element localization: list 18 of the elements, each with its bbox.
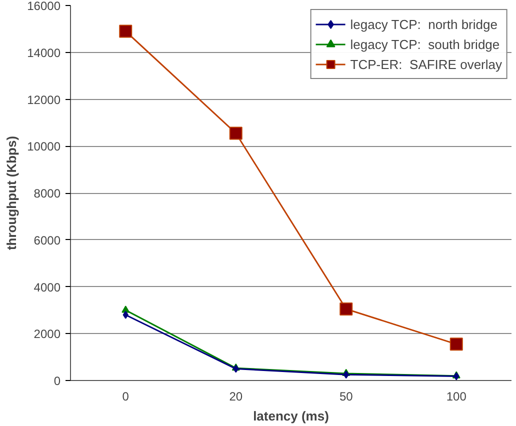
y-tick-label: 16000 [27,0,61,13]
x-tick-label: 50 [339,390,354,404]
y-tick-label: 10000 [27,140,61,154]
y-axis-title: throughput (Kbps) [4,136,20,250]
x-tick-label: 0 [122,390,130,404]
y-tick-label: 2000 [34,327,61,342]
x-tick-label: 20 [229,390,243,404]
y-tick-label: 6000 [34,233,61,248]
x-axis-title: latency (ms) [253,408,329,424]
legend-label: legacy TCP: north bridge [350,16,498,32]
y-tick-label: 8000 [34,186,61,200]
y-tick-label: 4000 [34,280,61,294]
legend-label: TCP-ER: SAFIRE overlay [350,56,502,72]
legend-label: legacy TCP: south bridge [350,36,500,52]
y-tick-label: 14000 [27,46,61,60]
y-tick-label: 0 [54,374,61,388]
y-tick-label: 12000 [27,92,61,107]
x-tick-label: 100 [446,390,467,404]
